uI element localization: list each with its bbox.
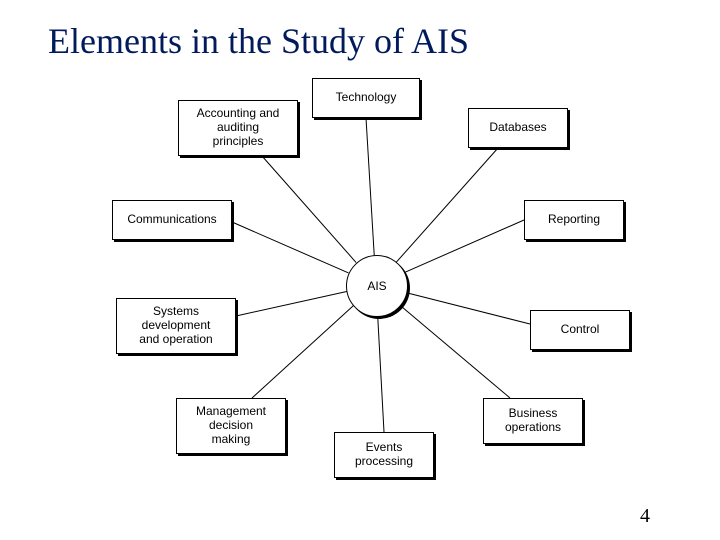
edge-to-technology	[366, 118, 374, 255]
edge-to-accounting	[262, 156, 356, 263]
node-management: Managementdecisionmaking	[176, 398, 286, 454]
node-label: Businessoperations	[505, 407, 561, 435]
center-node-label: AIS	[367, 279, 386, 293]
center-node-ais: AIS	[346, 255, 408, 317]
node-reporting: Reporting	[524, 200, 624, 240]
node-label: Accounting andauditingprinciples	[197, 107, 280, 148]
node-label: Reporting	[548, 213, 600, 227]
edge-to-sysdev	[236, 291, 347, 316]
node-label: Managementdecisionmaking	[196, 405, 266, 446]
node-databases: Databases	[468, 108, 568, 148]
page-title: Elements in the Study of AIS	[48, 20, 469, 62]
edge-to-events	[378, 315, 384, 432]
edge-to-communications	[232, 222, 349, 273]
node-events: Eventsprocessing	[334, 432, 434, 478]
node-label: Databases	[489, 121, 546, 135]
edge-to-business	[399, 304, 510, 398]
node-accounting: Accounting andauditingprinciples	[178, 100, 298, 156]
node-label: Eventsprocessing	[355, 441, 413, 469]
node-label: Technology	[336, 91, 397, 105]
node-label: Communications	[127, 213, 216, 227]
edge-to-management	[252, 305, 354, 398]
node-sysdev: Systemsdevelopmentand operation	[116, 298, 236, 354]
edge-to-databases	[396, 148, 498, 263]
node-business: Businessoperations	[483, 398, 583, 444]
node-label: Control	[561, 323, 600, 337]
edge-to-reporting	[403, 220, 524, 273]
node-control: Control	[530, 310, 630, 350]
page-number: 4	[640, 505, 650, 528]
node-technology: Technology	[312, 78, 420, 118]
node-communications: Communications	[112, 200, 232, 240]
node-label: Systemsdevelopmentand operation	[139, 305, 212, 346]
edge-to-control	[405, 292, 530, 324]
